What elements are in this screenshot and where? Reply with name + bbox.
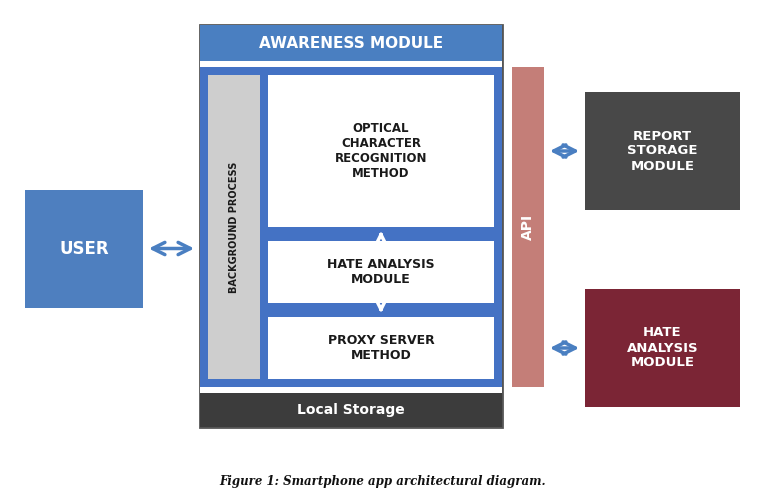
Text: AWARENESS MODULE: AWARENESS MODULE <box>259 35 443 51</box>
Bar <box>268 317 494 379</box>
Text: Local Storage: Local Storage <box>297 403 405 417</box>
Bar <box>25 189 143 308</box>
Bar <box>200 25 502 427</box>
Text: OPTICAL
CHARACTER
RECOGNITION
METHOD: OPTICAL CHARACTER RECOGNITION METHOD <box>335 122 427 180</box>
Bar <box>200 387 502 393</box>
Bar <box>200 61 502 67</box>
Text: USER: USER <box>59 240 109 257</box>
Bar <box>268 75 494 227</box>
Text: Figure 1: Smartphone app architectural diagram.: Figure 1: Smartphone app architectural d… <box>220 475 545 488</box>
Text: BACKGROUND PROCESS: BACKGROUND PROCESS <box>229 162 239 293</box>
Bar <box>512 67 544 387</box>
Text: API: API <box>521 214 535 240</box>
Bar <box>585 92 740 210</box>
Text: HATE
ANALYSIS
MODULE: HATE ANALYSIS MODULE <box>627 327 698 369</box>
Text: PROXY SERVER
METHOD: PROXY SERVER METHOD <box>327 334 435 362</box>
Bar <box>200 67 502 387</box>
Bar <box>208 75 260 379</box>
Bar <box>268 241 494 303</box>
Bar <box>200 393 502 427</box>
Text: REPORT
STORAGE
MODULE: REPORT STORAGE MODULE <box>627 130 698 172</box>
Bar <box>200 25 502 61</box>
Text: HATE ANALYSIS
MODULE: HATE ANALYSIS MODULE <box>327 258 435 286</box>
Bar <box>585 289 740 407</box>
